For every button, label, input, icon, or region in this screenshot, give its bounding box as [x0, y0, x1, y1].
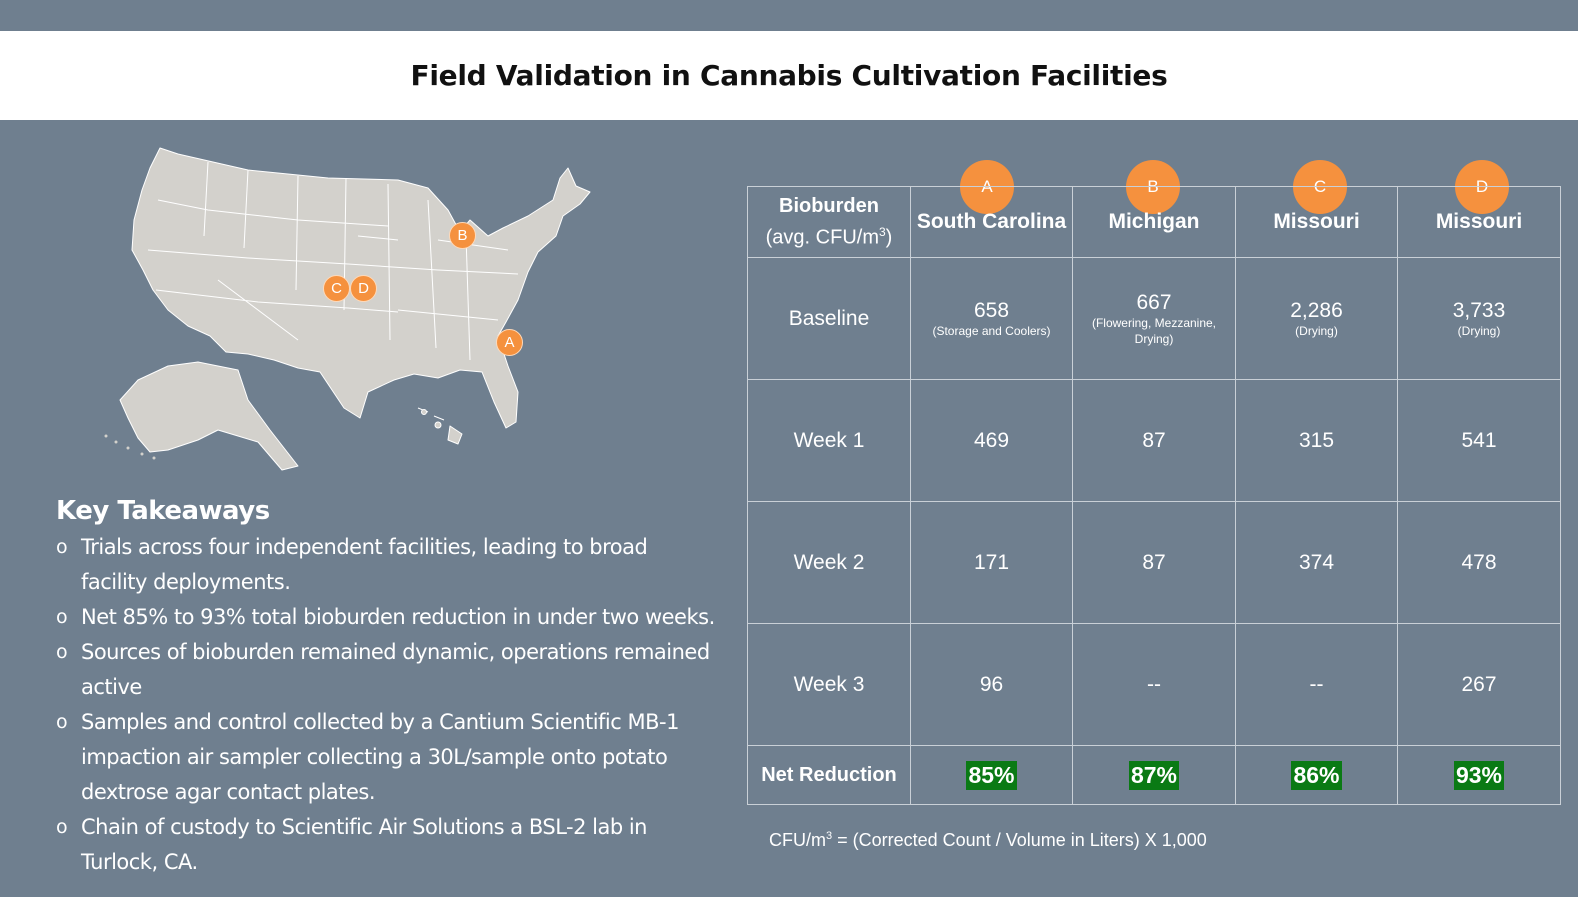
reduction-badge: 93% [1453, 760, 1505, 790]
reduction-badge: 87% [1128, 760, 1180, 790]
key-takeaways: Key Takeaways o Trials across four indepe… [56, 496, 716, 880]
table-cell: 87 [1072, 379, 1236, 502]
table-row: Week 2 171 87 374 478 [747, 501, 1561, 624]
list-item: o Samples and control collected by a Cant… [56, 705, 716, 810]
table-cell: 267 [1397, 623, 1561, 746]
us-map: B C D A [98, 140, 608, 480]
bullet-icon: o [56, 641, 68, 663]
table-row: Week 3 96 -- -- 267 [747, 623, 1561, 746]
table-cell: 374 [1235, 501, 1398, 624]
map-marker-a: A [496, 329, 523, 356]
row-label: Week 1 [747, 379, 911, 502]
table-row: Week 1 469 87 315 541 [747, 379, 1561, 502]
table-cell: 171 [910, 501, 1073, 624]
table-cell: 85% [910, 745, 1073, 805]
title-bar: Field Validation in Cannabis Cultivation… [0, 31, 1578, 120]
cfu-formula: CFU/m3 = (Corrected Count / Volume in Li… [769, 830, 1207, 850]
bullet-icon: o [56, 711, 68, 733]
header-bioburden: Bioburden (avg. CFU/m3) [747, 186, 911, 258]
map-marker-b: B [449, 222, 476, 249]
table-cell: 87% [1072, 745, 1236, 805]
takeaways-list: o Trials across four independent faciliti… [56, 530, 716, 880]
table-cell: 93% [1397, 745, 1561, 805]
map-marker-d: D [350, 275, 377, 302]
table-cell: 478 [1397, 501, 1561, 624]
takeaways-heading: Key Takeaways [56, 496, 270, 526]
table-cell: 87 [1072, 501, 1236, 624]
row-label: Baseline [747, 257, 911, 380]
bullet-icon: o [56, 536, 68, 558]
table-cell: 2,286 (Drying) [1235, 257, 1398, 380]
table-cell: 3,733 (Drying) [1397, 257, 1561, 380]
table-row-net-reduction: Net Reduction 85% 87% 86% 93% [747, 745, 1561, 805]
reduction-badge: 86% [1291, 760, 1342, 790]
row-label: Net Reduction [747, 745, 911, 805]
map-marker-c: C [323, 275, 350, 302]
table-cell: -- [1235, 623, 1398, 746]
row-label: Week 3 [747, 623, 911, 746]
bioburden-table: Bioburden (avg. CFU/m3) South Carolina M… [747, 186, 1561, 805]
row-label: Week 2 [747, 501, 911, 624]
header-site-d: Missouri [1397, 186, 1561, 258]
table-cell: 469 [910, 379, 1073, 502]
table-row: Baseline 658 (Storage and Coolers) 667 (Fl… [747, 257, 1561, 380]
table-cell: 96 [910, 623, 1073, 746]
bullet-icon: o [56, 816, 68, 838]
list-item: o Net 85% to 93% total bioburden reductio… [56, 600, 716, 635]
header-site-b: Michigan [1072, 186, 1236, 258]
table-cell: 541 [1397, 379, 1561, 502]
table-cell: -- [1072, 623, 1236, 746]
table-cell: 658 (Storage and Coolers) [910, 257, 1073, 380]
reduction-badge: 85% [966, 760, 1017, 790]
table-cell: 667 (Flowering, Mezzanine, Drying) [1072, 257, 1236, 380]
bullet-icon: o [56, 606, 68, 628]
map-alaska [119, 361, 299, 471]
table-header-row: Bioburden (avg. CFU/m3) South Carolina M… [747, 186, 1561, 258]
us-map-graphic [104, 147, 591, 471]
header-site-c: Missouri [1235, 186, 1398, 258]
header-site-a: South Carolina [910, 186, 1073, 258]
table-cell: 86% [1235, 745, 1398, 805]
table-cell: 315 [1235, 379, 1398, 502]
list-item: o Trials across four independent faciliti… [56, 530, 716, 600]
list-item: o Chain of custody to Scientific Air Solu… [56, 810, 716, 880]
page-title: Field Validation in Cannabis Cultivation… [410, 59, 1168, 92]
list-item: o Sources of bioburden remained dynamic, … [56, 635, 716, 705]
